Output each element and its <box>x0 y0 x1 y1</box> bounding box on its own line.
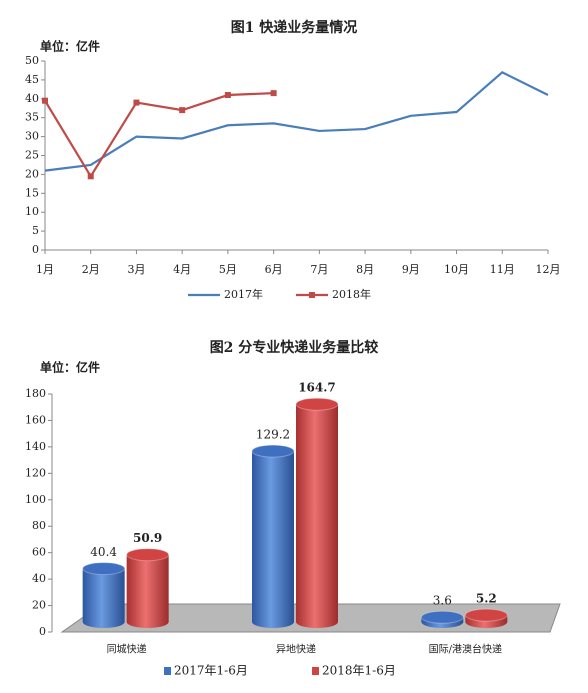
point-marker <box>179 107 186 114</box>
line-series <box>44 92 274 179</box>
bar-top <box>251 444 295 458</box>
y-tick-label: 50 <box>25 54 39 67</box>
y-tick-label: 35 <box>25 111 39 124</box>
point-marker <box>133 99 140 106</box>
chart-title: 图1 快递业务量情况 <box>231 19 358 36</box>
y-tick-label: 10 <box>25 205 39 218</box>
x-tick-label: 7月 <box>310 263 328 276</box>
x-tick-label: 12月 <box>536 263 561 276</box>
x-tick-label: 异地快递 <box>276 643 316 656</box>
y-tick-label: 30 <box>25 130 39 143</box>
bar-top <box>126 548 170 562</box>
x-tick-label: 3月 <box>127 263 145 276</box>
data-label: 164.7 <box>298 381 336 395</box>
legend-swatch <box>312 667 319 675</box>
data-label: 40.4 <box>90 545 117 559</box>
bar-top <box>82 562 126 576</box>
y-tick-label: 40 <box>32 572 46 585</box>
x-tick-label: 5月 <box>219 263 237 276</box>
x-tick-label: 国际/港澳台快递 <box>429 643 502 656</box>
data-label: 3.6 <box>433 594 452 608</box>
point-marker <box>270 90 277 97</box>
bar-top <box>295 397 339 411</box>
bar-bottom <box>252 451 294 628</box>
x-tick-label: 同城快递 <box>107 643 147 656</box>
point-marker <box>87 173 94 180</box>
y-tick-label: 45 <box>25 73 39 86</box>
x-tick-label: 4月 <box>173 263 191 276</box>
legend-marker <box>309 292 315 298</box>
legend-label: 2018年1-6月 <box>322 664 396 678</box>
data-label: 129.2 <box>256 428 290 442</box>
line-series <box>44 71 549 172</box>
bar-top <box>464 608 508 622</box>
y-tick-label: 140 <box>25 440 46 453</box>
x-tick-label: 8月 <box>356 263 374 276</box>
y-tick-label: 100 <box>25 493 46 506</box>
x-tick-label: 10月 <box>444 263 469 276</box>
legend-label: 2018年 <box>332 287 371 301</box>
y-tick-label: 160 <box>25 413 46 426</box>
bar-top <box>420 610 464 624</box>
y-tick-label: 120 <box>25 466 46 479</box>
bar-bottom <box>82 568 125 628</box>
y-tick-label: 5 <box>32 224 39 237</box>
y-tick-label: 0 <box>39 625 46 638</box>
point-marker <box>42 97 48 104</box>
legend-swatch <box>164 667 171 675</box>
y-tick-label: 180 <box>25 387 46 400</box>
y-tick-label: 25 <box>25 149 39 162</box>
x-tick-label: 6月 <box>265 263 283 276</box>
y-tick-label: 20 <box>25 167 39 180</box>
y-tick-label: 40 <box>25 92 39 105</box>
y-tick-label: 60 <box>32 546 46 559</box>
bar-bottom <box>126 554 169 628</box>
data-label: 50.9 <box>133 531 162 545</box>
axis-unit: 单位：亿件 <box>40 39 100 54</box>
legend-label: 2017年1-6月 <box>174 664 248 678</box>
x-tick-label: 11月 <box>490 263 515 276</box>
x-tick-label: 2月 <box>82 263 100 276</box>
y-tick-label: 0 <box>32 243 39 256</box>
bar-bottom <box>296 404 338 628</box>
data-label: 5.2 <box>476 592 497 606</box>
axis-unit: 单位：亿件 <box>40 360 100 375</box>
legend-label: 2017年 <box>224 287 263 301</box>
point-marker <box>224 92 231 99</box>
chart-title: 图2 分专业快递业务量比较 <box>210 339 379 356</box>
x-tick-label: 1月 <box>36 263 54 276</box>
y-tick-label: 20 <box>32 599 46 612</box>
x-tick-label: 9月 <box>402 263 420 276</box>
y-tick-label: 15 <box>25 186 39 199</box>
y-tick-label: 80 <box>32 519 46 532</box>
